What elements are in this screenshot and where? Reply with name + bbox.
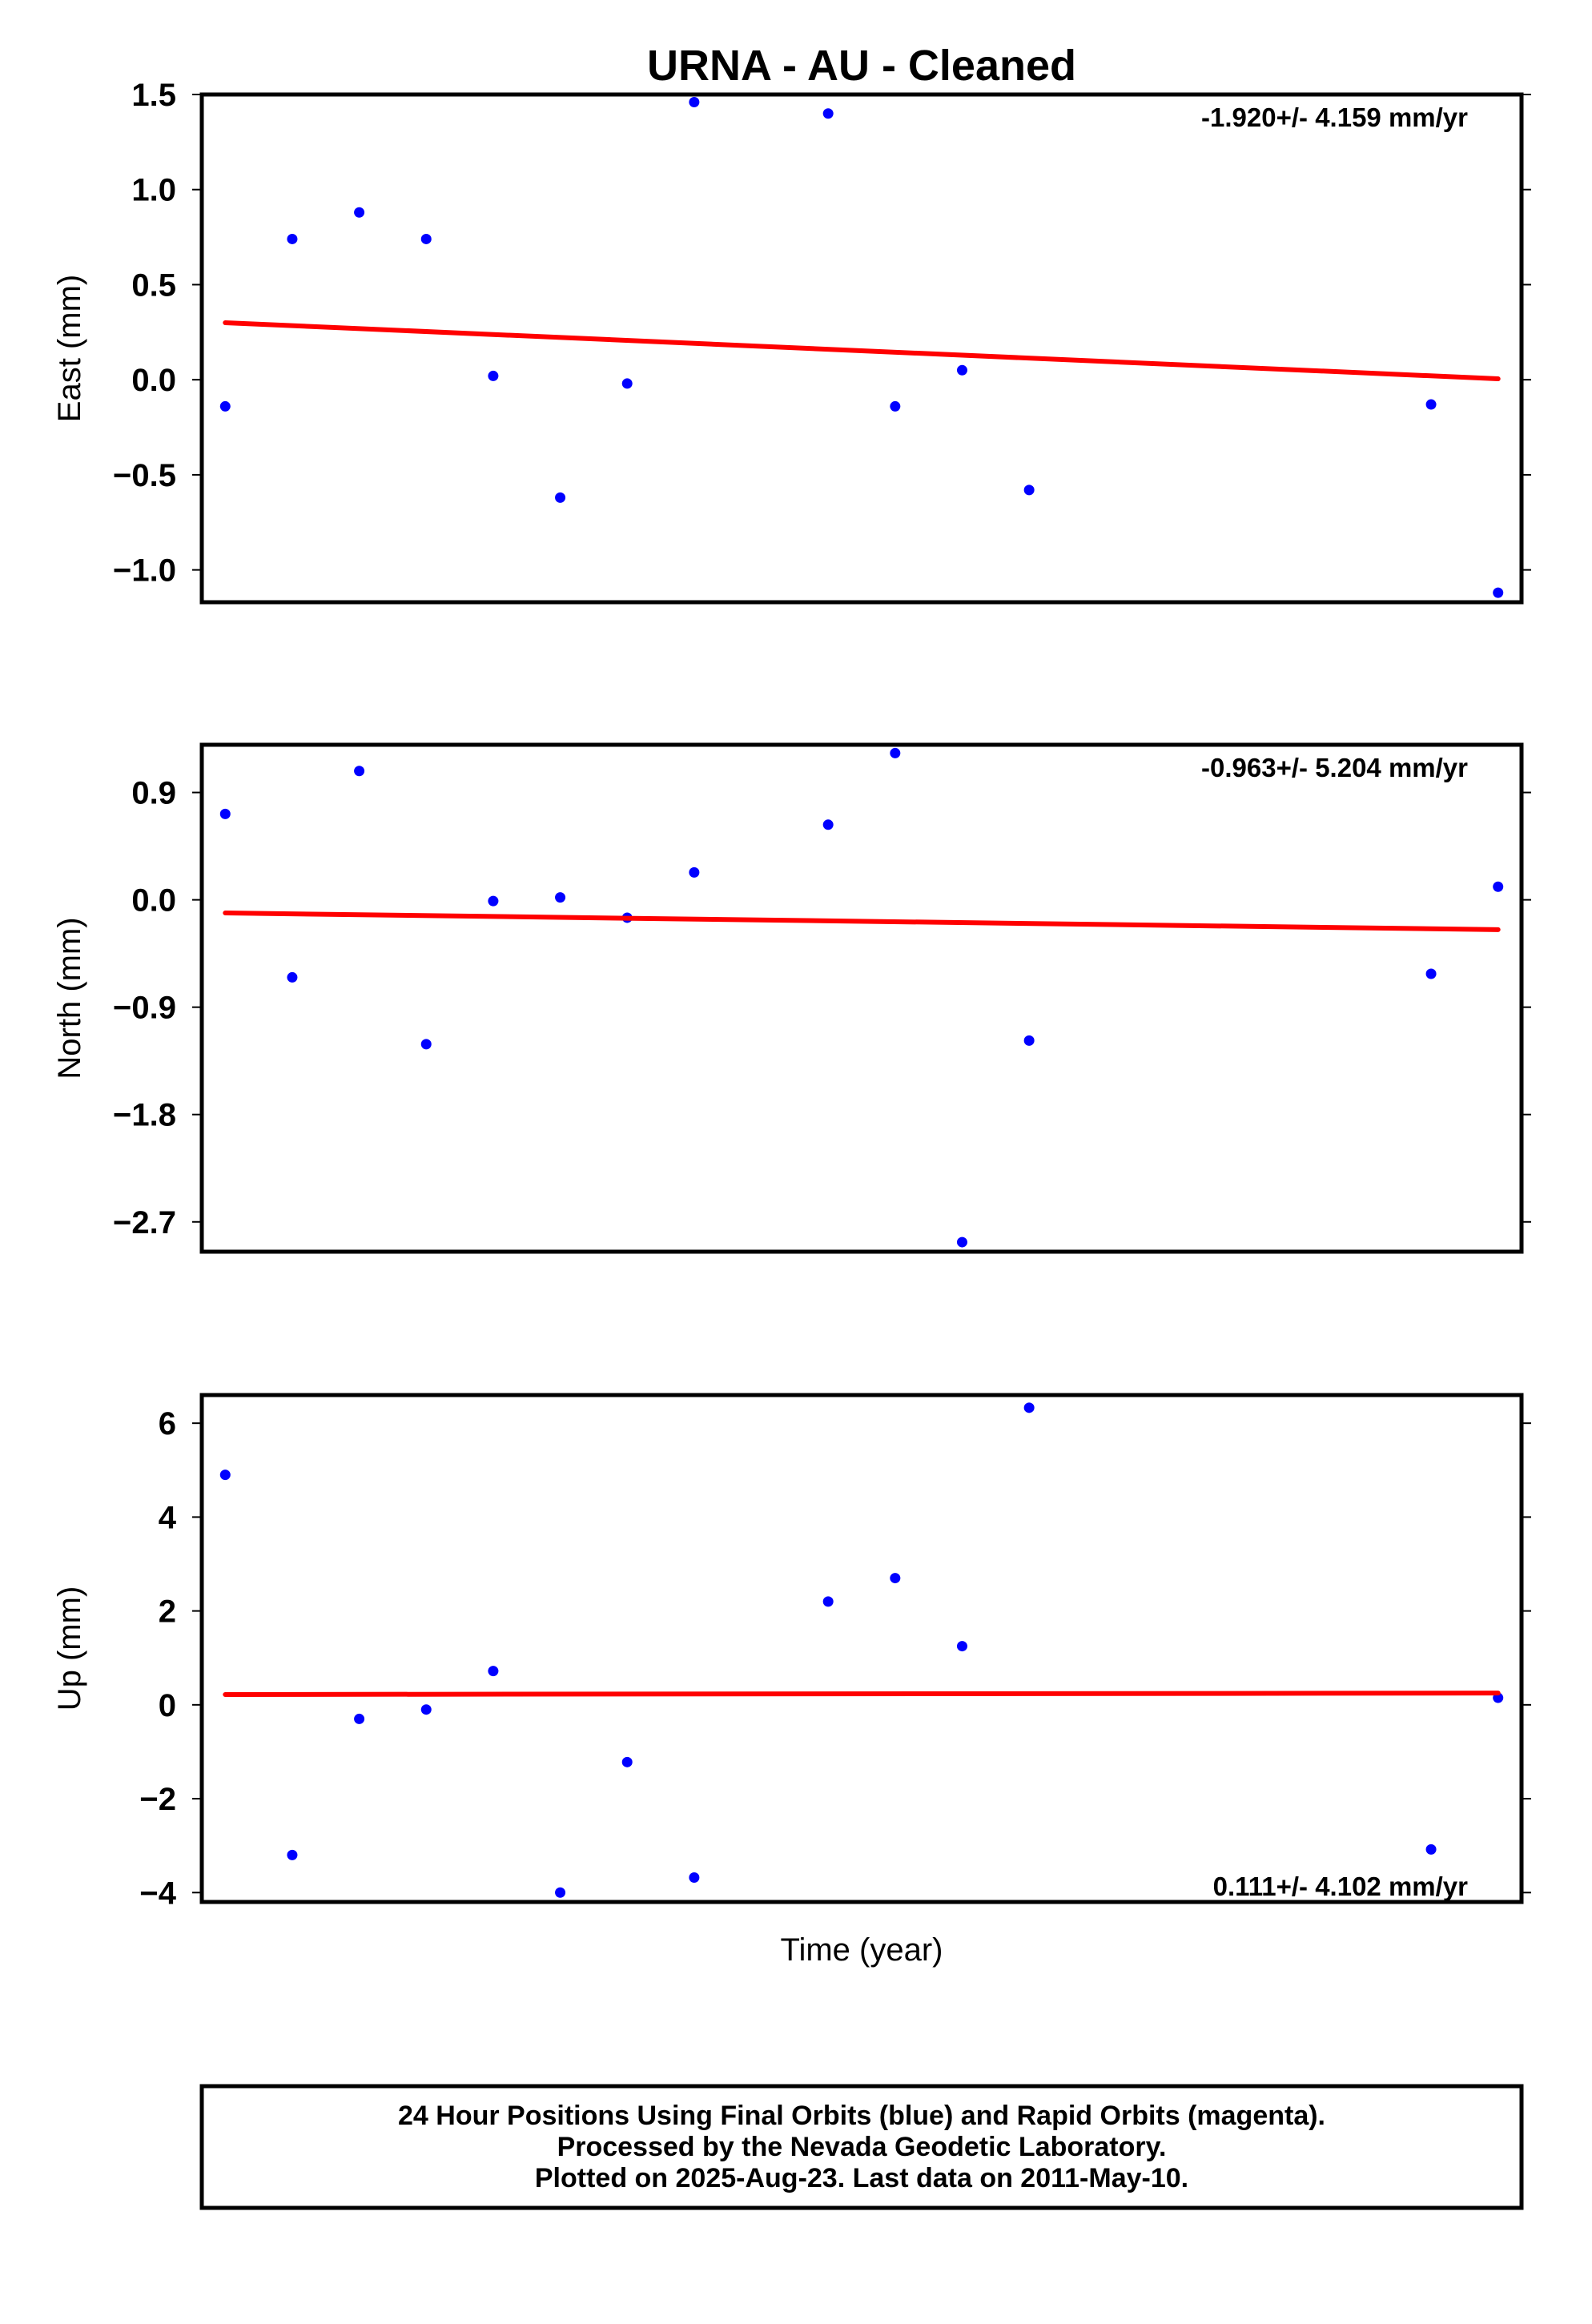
footer-line-2: Processed by the Nevada Geodetic Laborat…	[557, 2132, 1167, 2162]
up-data-point	[689, 1872, 700, 1884]
up-data-point	[822, 1596, 834, 1607]
north-y-axis-label: North (mm)	[52, 917, 87, 1079]
footer-box: 24 Hour Positions Using Final Orbits (bl…	[199, 2084, 1524, 2210]
north-trend-line	[223, 911, 1501, 932]
north-rate-label: -0.963+/- 5.204 mm/yr	[1201, 753, 1468, 782]
up-data-point	[956, 1641, 967, 1652]
north-data-point	[1425, 968, 1437, 979]
north-data-point	[890, 747, 901, 758]
up-ytick-label-0: 6	[159, 1406, 176, 1441]
east-data-point	[1023, 485, 1035, 496]
east-ytick-label-5: −1.0	[113, 553, 176, 589]
up-ytick-label-4: −2	[139, 1782, 176, 1817]
east-y-axis-label: East (mm)	[52, 275, 87, 422]
up-data-point	[1425, 1844, 1437, 1855]
up-ytick-label-3: 0	[159, 1688, 176, 1723]
up-data-point	[890, 1573, 901, 1584]
north-ytick-label-2: −0.9	[113, 991, 176, 1026]
north-ytick-label-3: −1.8	[113, 1098, 176, 1133]
up-ytick-label-1: 4	[159, 1500, 177, 1535]
chart-title: URNA - AU - Cleaned	[647, 42, 1076, 90]
east-plot-frame	[199, 92, 1524, 605]
east-data-point	[1493, 587, 1504, 598]
north-data-point	[488, 895, 499, 907]
north-data-point	[689, 866, 700, 878]
east-data-point	[354, 207, 365, 218]
up-data-point	[354, 1713, 365, 1724]
footer-line-3: Plotted on 2025-Aug-23. Last data on 201…	[535, 2163, 1188, 2193]
east-data-point	[689, 96, 700, 107]
up-plot-frame	[199, 1393, 1524, 1904]
east-data-point	[1425, 399, 1437, 410]
east-data-point	[287, 233, 298, 244]
north-panel: 0.9 0.0 −0.9 −1.8 −2.7 North (mm) -0.963+/- 5.…	[52, 742, 1531, 1254]
north-data-point	[1493, 881, 1504, 892]
east-ytick-label-4: −0.5	[113, 458, 176, 493]
east-data-point	[420, 233, 432, 244]
north-plot-frame	[199, 742, 1524, 1254]
x-axis-label: Time (year)	[781, 1932, 943, 1968]
footer-frame	[199, 2084, 1524, 2210]
east-data-point	[219, 400, 231, 412]
east-data-point	[621, 378, 633, 389]
up-data-point	[287, 1849, 298, 1860]
north-data-point	[1023, 1035, 1035, 1046]
north-data-point	[956, 1236, 967, 1248]
east-data-point	[822, 108, 834, 119]
east-ytick-label-1: 1.0	[131, 173, 176, 208]
north-data-point	[219, 808, 231, 819]
north-data-point	[555, 892, 566, 903]
up-trend-line	[223, 1691, 1501, 1697]
east-ytick-label-3: 0.0	[131, 363, 176, 398]
north-ytick-label-4: −2.7	[113, 1205, 176, 1240]
east-data-point	[956, 364, 967, 376]
north-data-point	[822, 819, 834, 830]
north-data-point	[354, 766, 365, 777]
east-ytick-label-2: 0.5	[131, 267, 176, 303]
up-data-point	[219, 1470, 231, 1481]
north-ytick-label-0: 0.9	[131, 776, 176, 811]
up-panel: 6 4 2 0 −2 −4 Up (mm) 0.111+/- 4.102 mm/yr	[52, 1393, 1531, 1911]
footer-line-1: 24 Hour Positions Using Final Orbits (bl…	[398, 2101, 1325, 2131]
up-data-point	[555, 1887, 566, 1898]
east-rate-label: -1.920+/- 4.159 mm/yr	[1201, 103, 1468, 132]
east-data-point	[890, 400, 901, 412]
up-data-point	[621, 1756, 633, 1767]
east-data-point	[488, 370, 499, 381]
up-data-point	[488, 1666, 499, 1677]
east-trend-line	[223, 320, 1501, 381]
up-data-point	[1023, 1402, 1035, 1413]
up-ytick-label-2: 2	[159, 1594, 176, 1630]
east-ytick-label-0: 1.5	[131, 78, 176, 113]
east-panel: 1.5 1.0 0.5 0.0 −0.5 −1.0 East (mm) -1.920+/- 4…	[52, 78, 1531, 605]
up-y-axis-label: Up (mm)	[52, 1586, 87, 1711]
east-data-point	[555, 492, 566, 503]
north-data-point	[420, 1039, 432, 1050]
up-data-point	[420, 1704, 432, 1715]
north-data-point	[287, 971, 298, 983]
up-rate-label: 0.111+/- 4.102 mm/yr	[1213, 1872, 1468, 1901]
north-ytick-label-1: 0.0	[131, 883, 176, 919]
up-ytick-label-5: −4	[139, 1876, 176, 1911]
